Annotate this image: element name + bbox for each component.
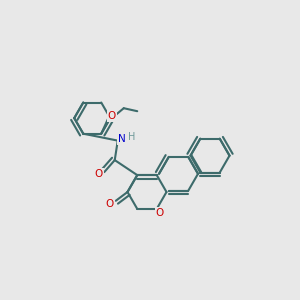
Text: H: H <box>128 132 136 142</box>
Text: O: O <box>95 169 103 178</box>
Text: N: N <box>118 134 126 144</box>
Text: O: O <box>106 199 114 209</box>
Text: O: O <box>156 208 164 218</box>
Text: O: O <box>108 111 116 121</box>
